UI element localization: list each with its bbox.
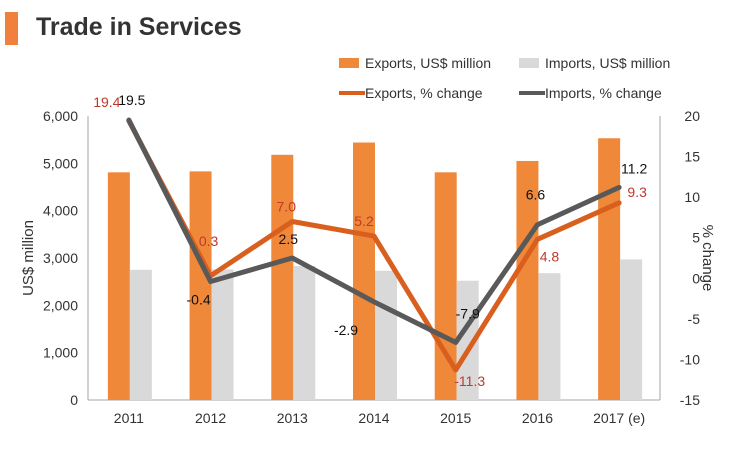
title-accent-bar [5, 12, 18, 45]
left-tick-label: 3,000 [43, 250, 78, 266]
imports-change-line [126, 117, 622, 345]
imports-bar [129, 269, 152, 400]
exports-change-line [126, 118, 622, 373]
exports-change-label: 9.3 [627, 184, 647, 200]
imports-bar [456, 280, 479, 400]
right-axis-title: % change [699, 225, 716, 292]
legend-imports-bar-label: Imports, US$ million [545, 55, 670, 71]
exports-change-label: 0.3 [199, 233, 219, 249]
exports-change-label: 4.8 [540, 248, 560, 264]
x-tick-label: 2012 [195, 410, 226, 426]
x-tick-label: 2014 [358, 410, 389, 426]
exports-bar [516, 160, 539, 400]
imports-change-label: -2.9 [334, 322, 358, 338]
left-tick-label: 2,000 [43, 297, 78, 313]
imports-change-label: 2.5 [279, 231, 299, 247]
legend-exports-bar-swatch [339, 58, 359, 68]
left-tick-label: 1,000 [43, 345, 78, 361]
exports-change-label: -11.3 [454, 373, 485, 389]
imports-bar [211, 269, 234, 400]
imports-change-label: 6.6 [526, 187, 546, 203]
right-tick-label: -5 [688, 311, 701, 327]
x-tick-label: 2011 [114, 410, 144, 426]
imports-change-label: 19.5 [118, 92, 145, 108]
right-tick-label: 15 [684, 149, 700, 165]
x-tick-label: 2017 (e) [593, 410, 645, 426]
legend-imports-bar-swatch [519, 58, 539, 68]
right-tick-label: 5 [692, 230, 700, 246]
left-axis-title: US$ million [20, 220, 37, 296]
exports-bar [189, 171, 212, 400]
page-title: Trade in Services [36, 13, 242, 41]
imports-change-label: -7.9 [456, 305, 480, 321]
exports-bar [598, 138, 621, 400]
x-tick-label: 2015 [440, 410, 471, 426]
right-tick-label: 0 [692, 270, 700, 286]
legend-exports-line-label: Exports, % change [365, 85, 483, 101]
left-tick-label: 6,000 [43, 108, 78, 124]
exports-change-label: 5.2 [354, 213, 374, 229]
exports-change-label: 7.0 [277, 198, 297, 214]
left-tick-label: 5,000 [43, 155, 78, 171]
left-tick-label: 0 [70, 392, 78, 408]
right-tick-label: -10 [680, 351, 700, 367]
exports-bar [107, 172, 130, 400]
imports-bar [620, 259, 643, 400]
imports-change-label: -0.4 [187, 292, 211, 308]
legend-imports-line-label: Imports, % change [545, 85, 662, 101]
exports-change-label: 19.4 [93, 94, 120, 110]
right-tick-label: -15 [680, 392, 700, 408]
imports-bar [375, 270, 397, 400]
x-tick-label: 2016 [522, 410, 553, 426]
imports-bar [293, 266, 316, 400]
imports-change-label: 11.2 [621, 160, 647, 176]
exports-bar [353, 142, 375, 401]
right-tick-label: 10 [684, 189, 700, 205]
imports-bar [538, 273, 561, 400]
exports-bar [271, 154, 294, 400]
legend-exports-bar-label: Exports, US$ million [365, 55, 491, 71]
x-tick-label: 2013 [277, 410, 308, 426]
right-tick-label: 20 [684, 108, 700, 124]
left-tick-label: 4,000 [43, 203, 78, 219]
